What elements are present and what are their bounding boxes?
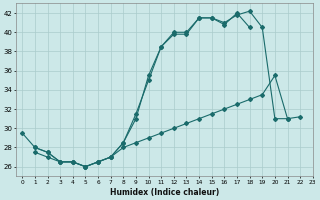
X-axis label: Humidex (Indice chaleur): Humidex (Indice chaleur) [110, 188, 219, 197]
